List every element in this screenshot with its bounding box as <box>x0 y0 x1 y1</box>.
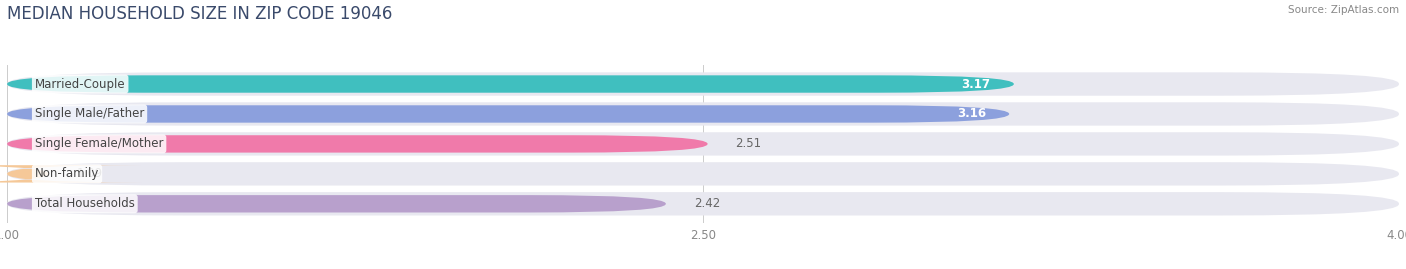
Text: 3.16: 3.16 <box>957 108 986 121</box>
Text: 2.51: 2.51 <box>735 137 762 150</box>
Text: MEDIAN HOUSEHOLD SIZE IN ZIP CODE 19046: MEDIAN HOUSEHOLD SIZE IN ZIP CODE 19046 <box>7 5 392 23</box>
FancyBboxPatch shape <box>7 192 1399 215</box>
FancyBboxPatch shape <box>7 135 707 153</box>
Text: 3.17: 3.17 <box>962 77 991 91</box>
Text: Non-family: Non-family <box>35 167 100 180</box>
FancyBboxPatch shape <box>0 165 142 183</box>
FancyBboxPatch shape <box>7 162 1399 186</box>
Text: Single Male/Father: Single Male/Father <box>35 108 145 121</box>
FancyBboxPatch shape <box>7 105 1010 123</box>
Text: Source: ZipAtlas.com: Source: ZipAtlas.com <box>1288 5 1399 15</box>
Text: Married-Couple: Married-Couple <box>35 77 125 91</box>
FancyBboxPatch shape <box>7 195 666 213</box>
Text: 2.42: 2.42 <box>693 197 720 210</box>
FancyBboxPatch shape <box>7 132 1399 155</box>
FancyBboxPatch shape <box>7 75 1014 93</box>
Text: Single Female/Mother: Single Female/Mother <box>35 137 163 150</box>
Text: Total Households: Total Households <box>35 197 135 210</box>
Text: 1.09: 1.09 <box>77 167 103 180</box>
FancyBboxPatch shape <box>7 72 1399 96</box>
FancyBboxPatch shape <box>7 102 1399 126</box>
